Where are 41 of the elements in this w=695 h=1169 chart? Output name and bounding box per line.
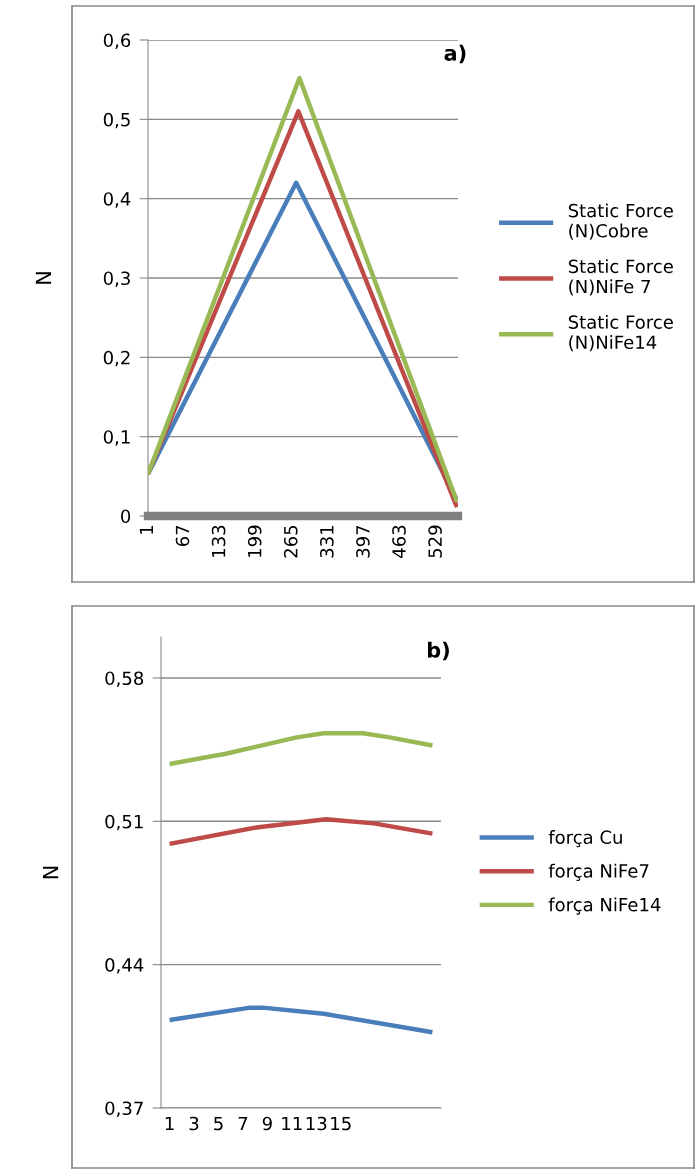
line-series — [167, 731, 435, 767]
y-tick-label: 0,3 — [103, 271, 130, 287]
y-tick-label: 0,6 — [103, 33, 131, 49]
legend-label: Static Force (N)NiFe14 — [568, 314, 673, 352]
y-tick-label: 0,51 — [105, 814, 143, 831]
annotation: b) — [427, 641, 449, 661]
x-tick-label: 9 — [262, 1116, 272, 1131]
legend-label: força NiFe7 — [548, 863, 649, 881]
x-tick-label: 331 — [320, 526, 334, 558]
line-series — [167, 817, 435, 847]
legend-label: Static Force (N)NiFe 7 — [568, 259, 673, 296]
y-tick-label: 0,1 — [103, 430, 130, 446]
legend-label: força NiFe14 — [548, 897, 661, 915]
x-tick-label: 1 — [165, 1116, 174, 1131]
x-tick-label: 265 — [283, 525, 298, 558]
y-tick-label: 0,37 — [105, 1101, 143, 1117]
y-tick-label: 0 — [121, 509, 131, 524]
line-series — [167, 1005, 435, 1035]
annotation: a) — [444, 44, 466, 64]
x-tick-label: 11 — [282, 1116, 302, 1131]
x-tick-label: 5 — [214, 1116, 223, 1131]
y-tick-label: 0,44 — [105, 958, 144, 974]
x-tick-label: 7 — [238, 1116, 248, 1131]
x-tick-label: 199 — [247, 525, 262, 557]
y-tick-label: 0,2 — [103, 350, 130, 367]
x-tick-label: 529 — [428, 525, 442, 558]
y-axis-title: N — [42, 866, 59, 879]
x-tick-label: 397 — [356, 525, 370, 558]
y-tick-label: 0,5 — [103, 112, 130, 129]
y-tick-label: 0,58 — [105, 671, 144, 687]
x-tick-label: 15 — [331, 1116, 351, 1131]
legend-label: força Cu — [548, 830, 622, 848]
legend-label: Static Force (N)Cobre — [568, 203, 673, 240]
x-tick-label: 67 — [175, 525, 190, 547]
x-tick-label: 3 — [189, 1116, 199, 1131]
x-tick-label: 1 — [139, 526, 153, 534]
x-tick-label: 13 — [306, 1116, 327, 1131]
y-axis-title: N — [35, 272, 52, 284]
x-tick-label: 463 — [392, 525, 406, 558]
x-tick-label: 133 — [211, 525, 226, 557]
y-tick-label: 0,4 — [103, 192, 131, 208]
